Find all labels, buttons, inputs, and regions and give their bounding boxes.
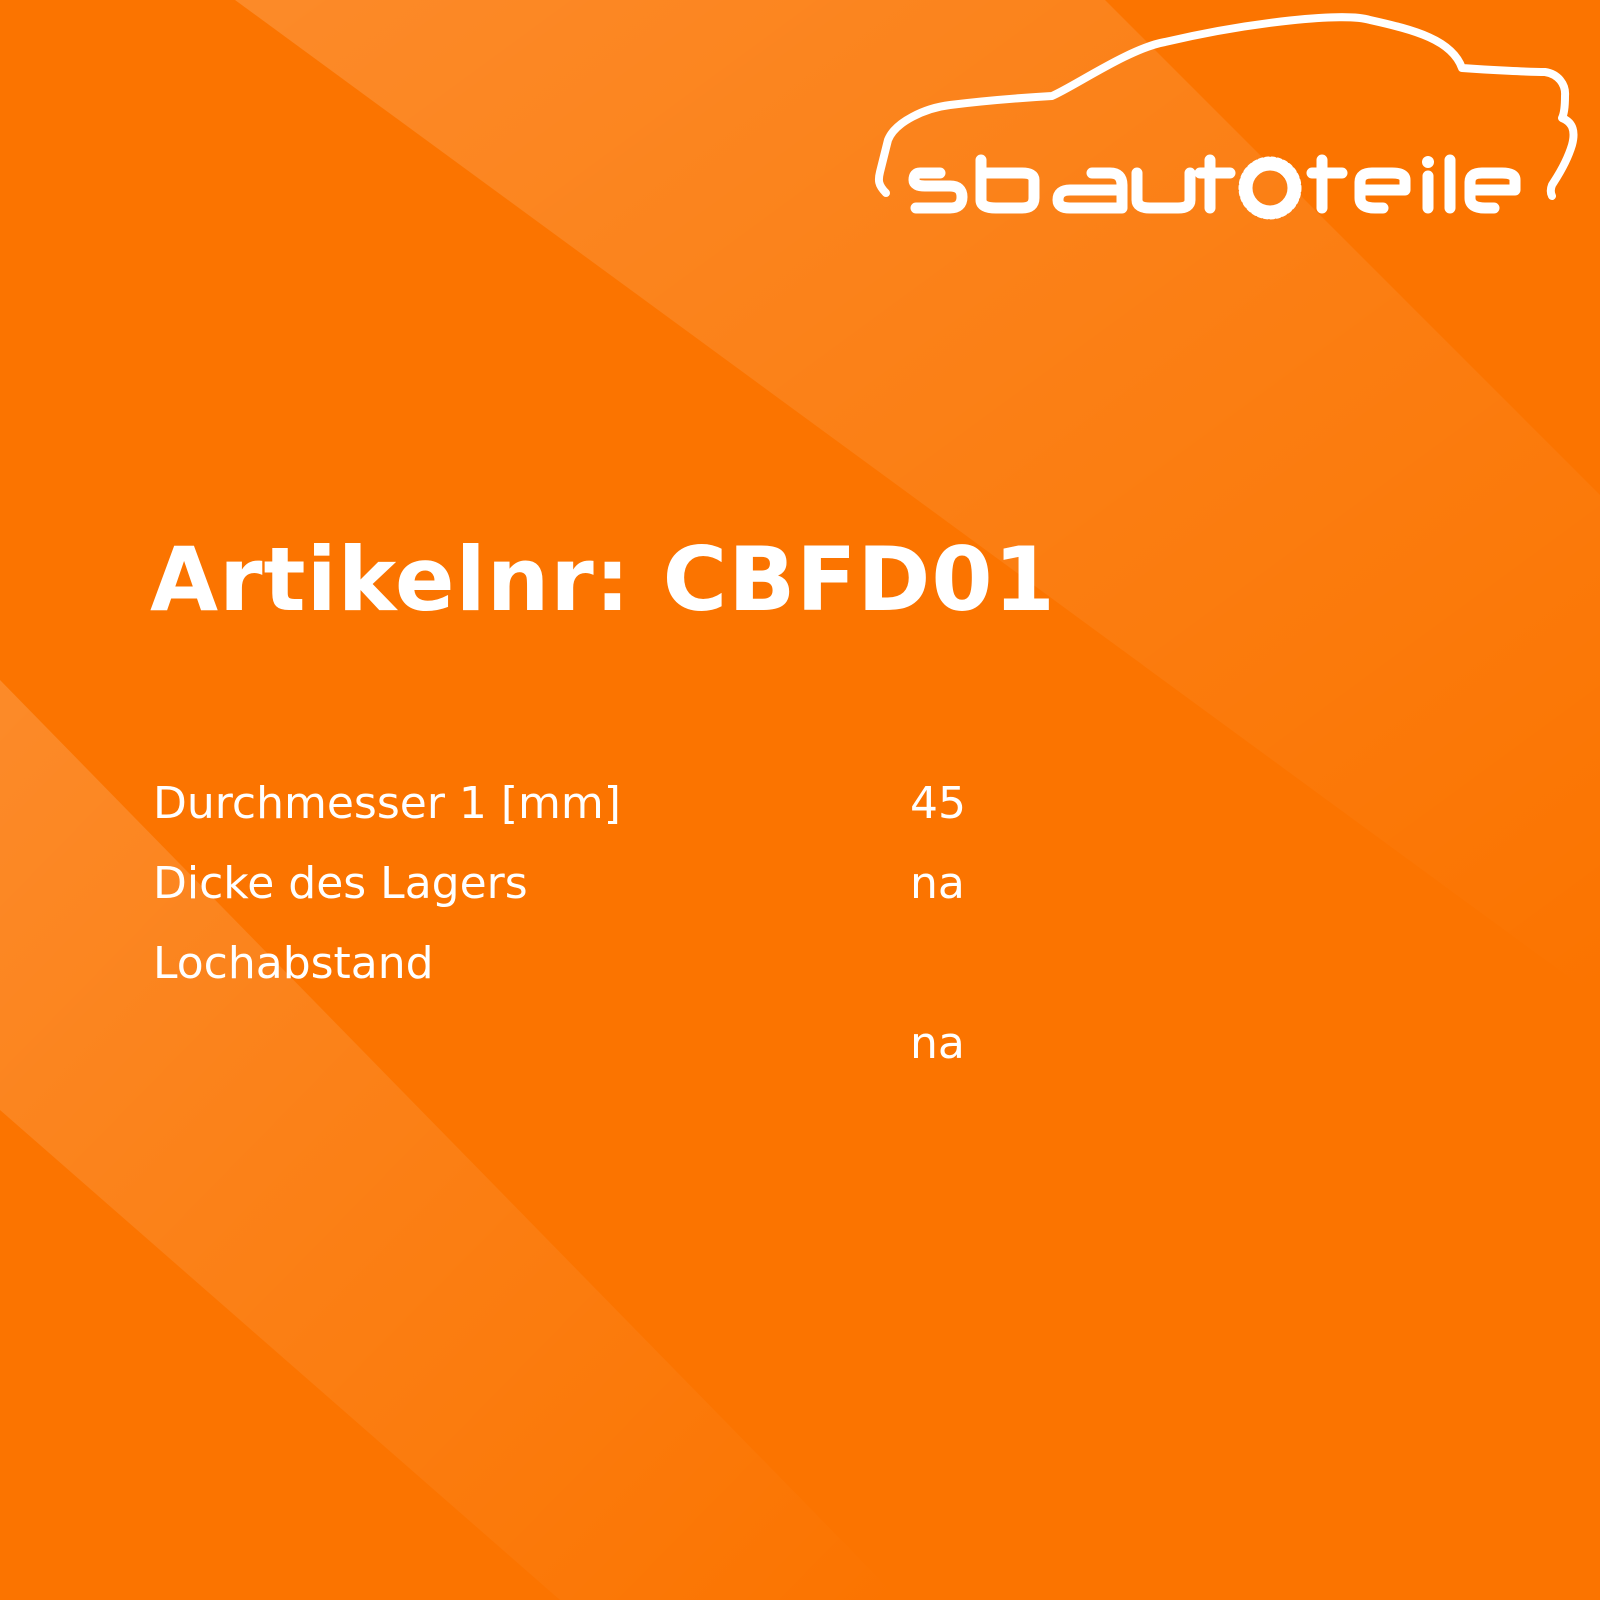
diagonal-band-left [0, 680, 900, 1600]
diagonal-band-top [235, 0, 1600, 1000]
sbautoteile-logo [874, 13, 1578, 220]
spec-value-diameter: 45 [910, 778, 966, 829]
spec-value-hole-spacing: na [910, 1018, 965, 1069]
spec-value-bearing-thickness: na [910, 858, 965, 909]
spec-label-bearing-thickness: Dicke des Lagers [153, 858, 528, 909]
logo-wordmark [908, 154, 1521, 220]
article-number-title: Artikelnr: CBFD01 [150, 528, 1056, 631]
spec-label-hole-spacing: Lochabstand [153, 938, 434, 989]
car-outline-icon [874, 13, 1578, 200]
spec-label-diameter: Durchmesser 1 [mm] [153, 778, 621, 829]
